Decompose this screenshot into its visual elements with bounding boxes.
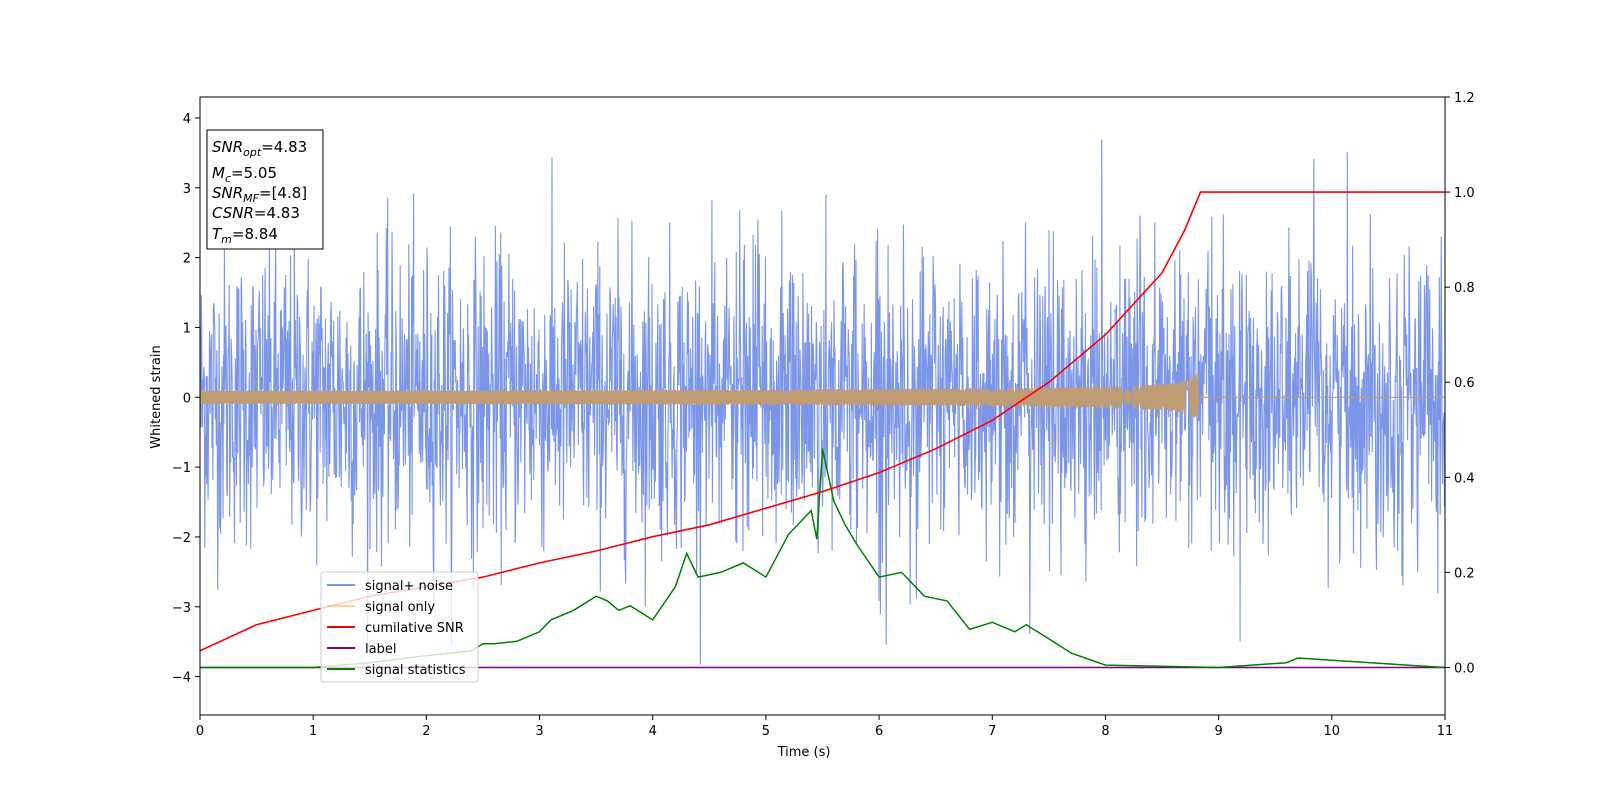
y-left-tick-label: −3 bbox=[172, 601, 191, 616]
y-right-tick-label: 0.0 bbox=[1454, 661, 1475, 676]
x-tick-label: 1 bbox=[309, 724, 317, 739]
y-left-tick-label: 4 bbox=[183, 112, 191, 127]
y-right-tick-label: 1.2 bbox=[1454, 91, 1475, 106]
x-tick-label: 10 bbox=[1324, 724, 1341, 739]
x-tick-label: 4 bbox=[649, 724, 657, 739]
info-mc: Mc=5.05 bbox=[212, 164, 277, 185]
y-right-tick-label: 0.8 bbox=[1454, 281, 1475, 296]
plot-frame bbox=[199, 96, 1446, 716]
y-left-tick-label: −4 bbox=[172, 671, 191, 686]
y-left-tick-label: 1 bbox=[183, 321, 191, 336]
y-right-tick-label: 0.6 bbox=[1454, 376, 1475, 391]
legend: signal+ noise signal only cumilative SNR… bbox=[320, 571, 479, 683]
legend-label-label: label bbox=[365, 642, 396, 657]
legend-label-signal-statistics: signal statistics bbox=[365, 663, 466, 678]
legend-label-signal-noise: signal+ noise bbox=[365, 579, 453, 594]
legend-label-signal-only: signal only bbox=[365, 600, 435, 615]
x-tick-label: 8 bbox=[1101, 724, 1109, 739]
info-snr-mf: SNRMF=[4.8] bbox=[212, 184, 307, 205]
x-tick-label: 7 bbox=[988, 724, 996, 739]
x-tick-label: 2 bbox=[422, 724, 430, 739]
info-box: SNRopt=4.83 Mc=5.05 SNRMF=[4.8] CSNR=4.8… bbox=[206, 129, 324, 250]
y-axis-left: −4 −3 −2 −1 0 1 2 3 4 bbox=[172, 112, 200, 686]
y-left-tick-label: 2 bbox=[183, 252, 191, 267]
x-axis-label: Time (s) bbox=[777, 745, 831, 760]
x-tick-label: 6 bbox=[875, 724, 883, 739]
x-tick-label: 9 bbox=[1214, 724, 1222, 739]
y-left-tick-label: 3 bbox=[183, 182, 191, 197]
x-tick-label: 11 bbox=[1437, 724, 1454, 739]
x-tick-label: 5 bbox=[762, 724, 770, 739]
x-axis: 0 1 2 3 4 5 6 7 8 9 10 11 bbox=[196, 715, 1453, 739]
y-right-tick-label: 1.0 bbox=[1454, 186, 1475, 201]
legend-label-cumulative-snr: cumilative SNR bbox=[365, 621, 464, 636]
info-csnr: CSNR=4.83 bbox=[212, 204, 300, 222]
y-right-tick-label: 0.2 bbox=[1454, 566, 1475, 581]
legend-frame bbox=[320, 571, 479, 683]
y-right-tick-label: 0.4 bbox=[1454, 471, 1475, 486]
info-snr-opt: SNRopt=4.83 bbox=[212, 138, 307, 159]
y-axis-label: Whitened strain bbox=[149, 345, 164, 448]
x-tick-label: 0 bbox=[196, 724, 204, 739]
y-left-tick-label: 0 bbox=[183, 391, 191, 406]
x-tick-label: 3 bbox=[535, 724, 543, 739]
series-signal-statistics bbox=[200, 448, 1445, 669]
y-left-tick-label: −1 bbox=[172, 461, 191, 476]
series-signal-noise bbox=[200, 139, 1445, 665]
y-axis-right: 0.0 0.2 0.4 0.6 0.8 1.0 1.2 bbox=[1445, 91, 1475, 676]
info-tm: Tm=8.84 bbox=[212, 225, 278, 246]
y-left-tick-label: −2 bbox=[172, 531, 191, 546]
series-signal-only bbox=[200, 372, 1445, 418]
